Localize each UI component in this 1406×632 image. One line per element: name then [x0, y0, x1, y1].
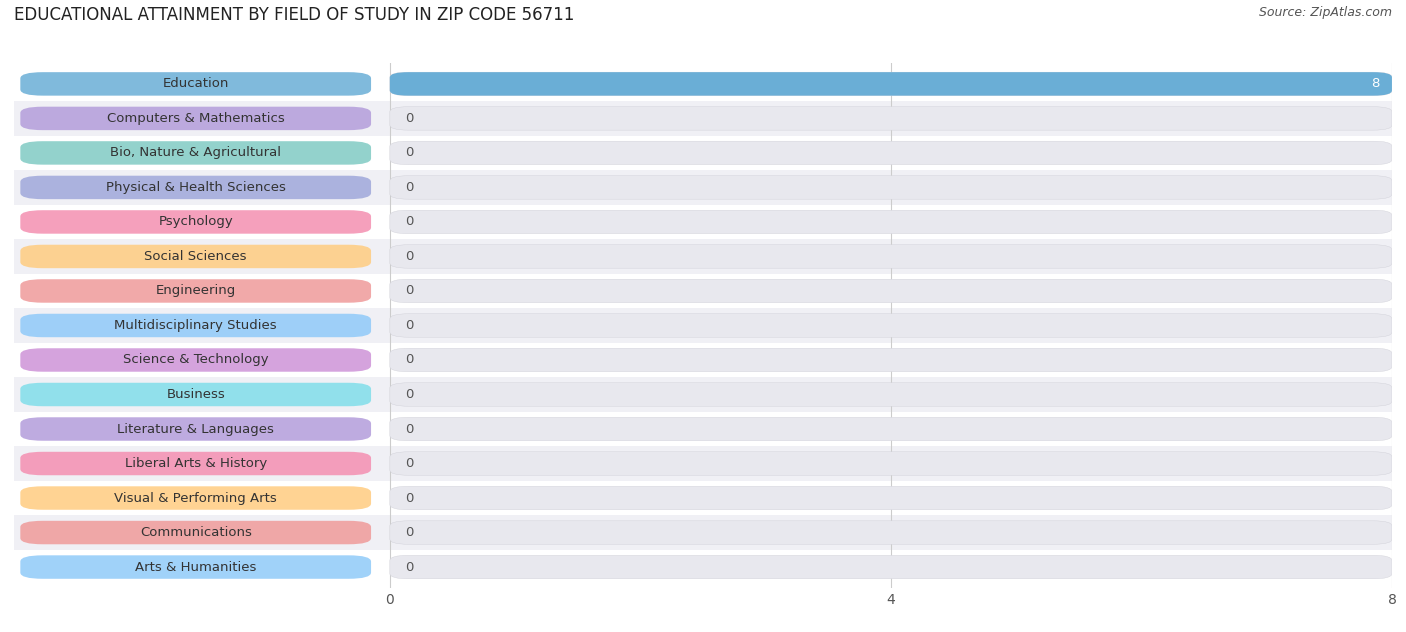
- FancyBboxPatch shape: [14, 239, 1392, 274]
- FancyBboxPatch shape: [14, 343, 1392, 377]
- Text: 0: 0: [405, 284, 413, 298]
- FancyBboxPatch shape: [389, 245, 1392, 268]
- FancyBboxPatch shape: [20, 245, 371, 268]
- FancyBboxPatch shape: [14, 170, 1392, 205]
- Text: Arts & Humanities: Arts & Humanities: [135, 561, 256, 574]
- FancyBboxPatch shape: [14, 66, 1392, 101]
- FancyBboxPatch shape: [14, 446, 1392, 481]
- FancyBboxPatch shape: [389, 176, 1392, 199]
- FancyBboxPatch shape: [20, 383, 371, 406]
- FancyBboxPatch shape: [389, 141, 1392, 165]
- Text: Physical & Health Sciences: Physical & Health Sciences: [105, 181, 285, 194]
- FancyBboxPatch shape: [20, 279, 371, 303]
- FancyBboxPatch shape: [389, 210, 1392, 234]
- FancyBboxPatch shape: [14, 101, 1392, 136]
- FancyBboxPatch shape: [389, 556, 1392, 579]
- FancyBboxPatch shape: [389, 452, 1392, 475]
- FancyBboxPatch shape: [389, 417, 1392, 441]
- FancyBboxPatch shape: [14, 515, 1392, 550]
- Text: Education: Education: [163, 77, 229, 90]
- Text: 0: 0: [405, 561, 413, 574]
- Text: 0: 0: [405, 216, 413, 228]
- FancyBboxPatch shape: [20, 521, 371, 544]
- FancyBboxPatch shape: [20, 452, 371, 475]
- Text: Computers & Mathematics: Computers & Mathematics: [107, 112, 284, 125]
- FancyBboxPatch shape: [14, 377, 1392, 412]
- FancyBboxPatch shape: [20, 210, 371, 234]
- FancyBboxPatch shape: [14, 308, 1392, 343]
- FancyBboxPatch shape: [20, 556, 371, 579]
- Text: Science & Technology: Science & Technology: [122, 353, 269, 367]
- Text: Source: ZipAtlas.com: Source: ZipAtlas.com: [1258, 6, 1392, 20]
- FancyBboxPatch shape: [20, 486, 371, 510]
- FancyBboxPatch shape: [389, 279, 1392, 303]
- Text: Visual & Performing Arts: Visual & Performing Arts: [114, 492, 277, 504]
- Text: EDUCATIONAL ATTAINMENT BY FIELD OF STUDY IN ZIP CODE 56711: EDUCATIONAL ATTAINMENT BY FIELD OF STUDY…: [14, 6, 575, 24]
- FancyBboxPatch shape: [389, 107, 1392, 130]
- Text: 0: 0: [405, 147, 413, 159]
- FancyBboxPatch shape: [20, 72, 371, 95]
- FancyBboxPatch shape: [389, 486, 1392, 510]
- FancyBboxPatch shape: [20, 417, 371, 441]
- FancyBboxPatch shape: [14, 205, 1392, 239]
- FancyBboxPatch shape: [389, 72, 1392, 95]
- Text: 0: 0: [405, 526, 413, 539]
- Text: Literature & Languages: Literature & Languages: [117, 423, 274, 435]
- Text: Liberal Arts & History: Liberal Arts & History: [125, 457, 267, 470]
- FancyBboxPatch shape: [389, 348, 1392, 372]
- Text: 8: 8: [1371, 77, 1379, 90]
- Text: 0: 0: [405, 319, 413, 332]
- Text: Social Sciences: Social Sciences: [145, 250, 247, 263]
- FancyBboxPatch shape: [389, 521, 1392, 544]
- FancyBboxPatch shape: [14, 274, 1392, 308]
- FancyBboxPatch shape: [389, 313, 1392, 337]
- Text: 0: 0: [405, 457, 413, 470]
- Text: Multidisciplinary Studies: Multidisciplinary Studies: [114, 319, 277, 332]
- Text: Psychology: Psychology: [159, 216, 233, 228]
- FancyBboxPatch shape: [389, 72, 1392, 95]
- Text: Bio, Nature & Agricultural: Bio, Nature & Agricultural: [110, 147, 281, 159]
- FancyBboxPatch shape: [14, 136, 1392, 170]
- FancyBboxPatch shape: [389, 383, 1392, 406]
- Text: 0: 0: [405, 388, 413, 401]
- FancyBboxPatch shape: [20, 176, 371, 199]
- FancyBboxPatch shape: [14, 412, 1392, 446]
- FancyBboxPatch shape: [20, 348, 371, 372]
- Text: 0: 0: [405, 250, 413, 263]
- Text: 0: 0: [405, 181, 413, 194]
- FancyBboxPatch shape: [20, 141, 371, 165]
- Text: 0: 0: [405, 353, 413, 367]
- Text: Engineering: Engineering: [156, 284, 236, 298]
- FancyBboxPatch shape: [14, 550, 1392, 585]
- FancyBboxPatch shape: [20, 313, 371, 337]
- Text: 0: 0: [405, 112, 413, 125]
- Text: Communications: Communications: [139, 526, 252, 539]
- FancyBboxPatch shape: [14, 481, 1392, 515]
- FancyBboxPatch shape: [20, 107, 371, 130]
- Text: 0: 0: [405, 423, 413, 435]
- Text: 0: 0: [405, 492, 413, 504]
- Text: Business: Business: [166, 388, 225, 401]
